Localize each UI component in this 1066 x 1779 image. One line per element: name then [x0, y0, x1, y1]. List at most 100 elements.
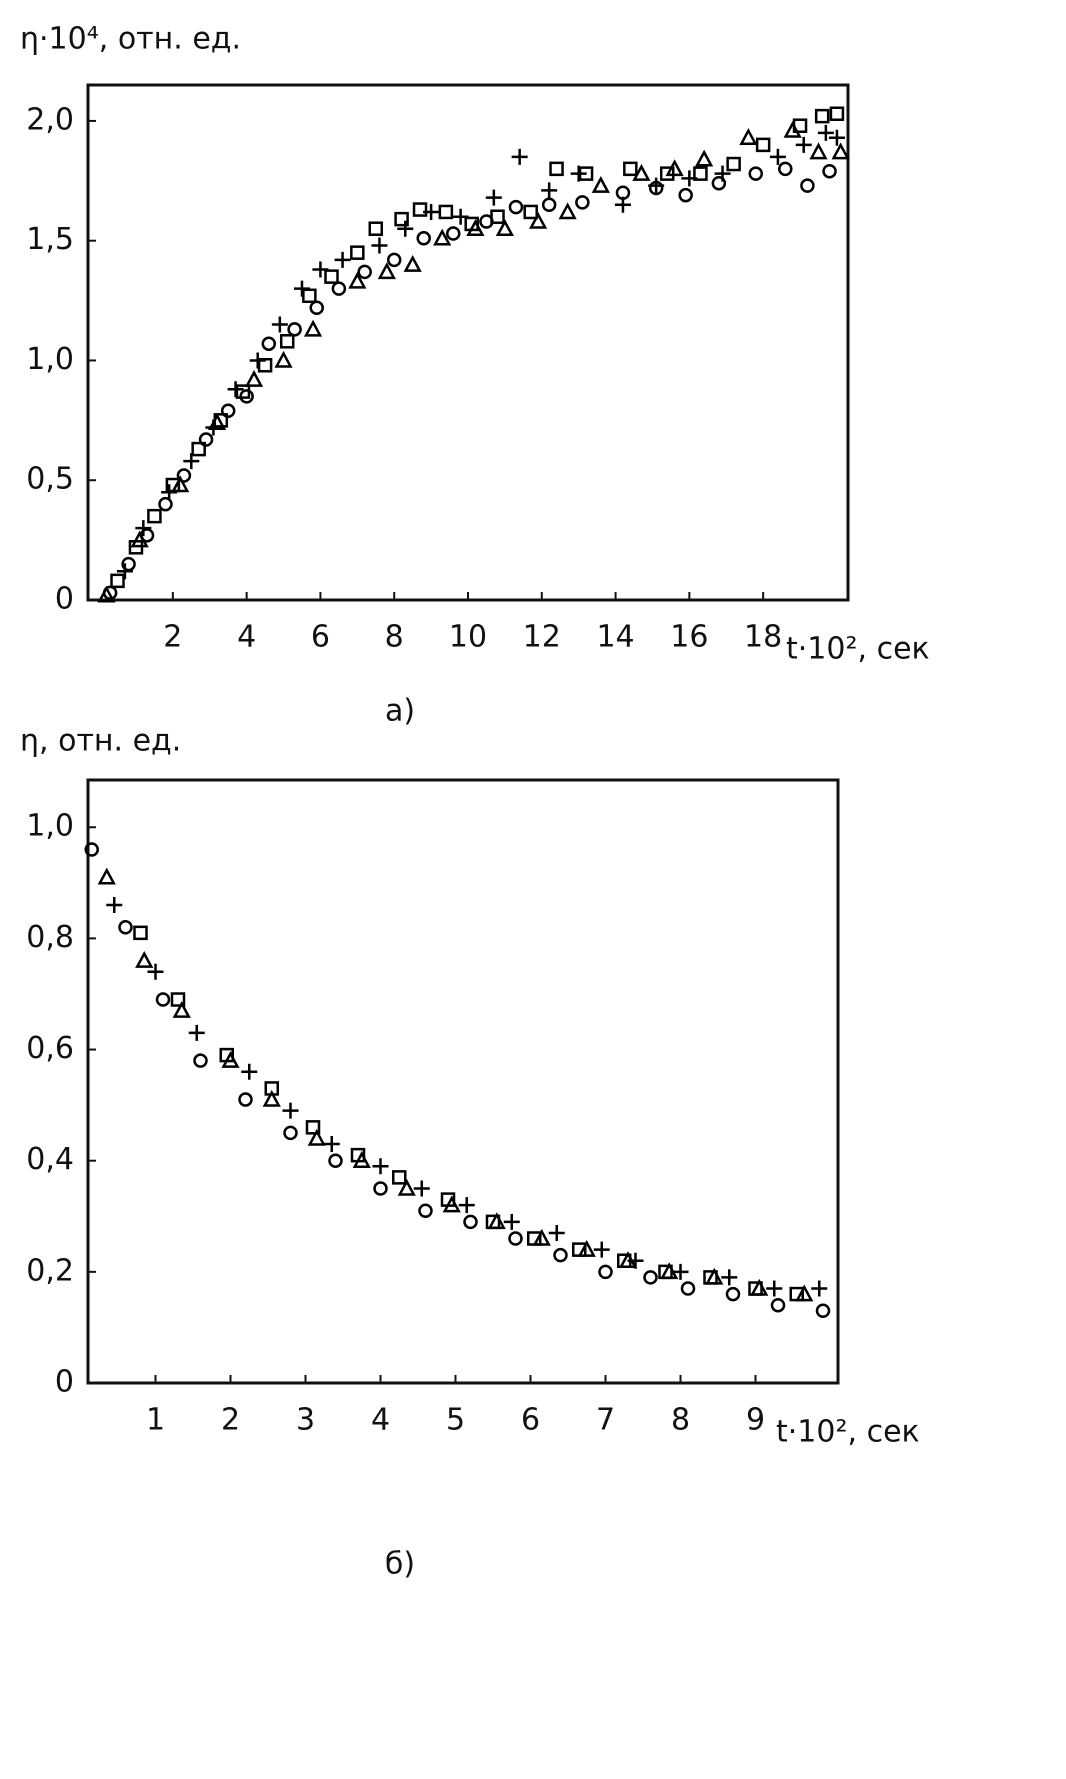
point-circle — [815, 1303, 831, 1319]
point-circle — [678, 187, 693, 203]
point-square — [412, 202, 428, 217]
point-circle — [418, 1203, 433, 1218]
x-tick-label: 5 — [446, 1403, 465, 1438]
x-tick-label: 12 — [523, 620, 561, 655]
point-triangle — [433, 228, 452, 246]
point-square — [726, 156, 741, 172]
point-triangle — [208, 413, 227, 430]
point-plus — [227, 381, 244, 398]
y-tick-label: 0,6 — [26, 1031, 74, 1066]
point-plus — [485, 189, 502, 206]
point-square — [147, 508, 162, 524]
point-square — [305, 1120, 321, 1135]
point-plus — [116, 563, 133, 580]
caption: б) — [385, 1547, 415, 1582]
y-tick-label: 0 — [55, 582, 74, 617]
point-circle — [220, 403, 236, 419]
point-plus — [371, 237, 388, 254]
point-square — [527, 1231, 542, 1246]
point-square — [394, 211, 409, 227]
x-tick-label: 16 — [670, 620, 708, 655]
point-square — [368, 221, 384, 236]
point-plus — [413, 1180, 430, 1197]
point-circle — [176, 468, 192, 483]
point-square — [350, 1147, 366, 1163]
point-plus — [593, 1241, 610, 1258]
plot-frame — [86, 778, 840, 1385]
point-circle — [331, 281, 347, 296]
y-axis-label: η·10⁴, отн. ед. — [20, 22, 241, 57]
point-triangle — [397, 1178, 416, 1196]
x-tick-label: 4 — [237, 620, 256, 655]
point-triangle — [274, 350, 293, 368]
point-triangle — [809, 142, 828, 160]
point-circle — [287, 322, 302, 337]
point-square — [133, 925, 148, 941]
x-tick-label: 14 — [596, 620, 634, 655]
point-square — [279, 334, 295, 349]
point-triangle — [795, 1284, 814, 1302]
point-square — [549, 161, 564, 177]
point-plus — [372, 1158, 389, 1175]
caption: а) — [385, 694, 415, 729]
point-circle — [193, 1053, 208, 1068]
point-circle — [800, 178, 815, 193]
point-plus — [135, 520, 152, 537]
point-triangle — [97, 585, 116, 603]
point-circle — [416, 231, 431, 246]
point-plus — [766, 1280, 783, 1297]
point-plus — [452, 208, 469, 225]
point-triangle — [532, 1228, 551, 1246]
point-circle — [553, 1247, 568, 1263]
point-square — [392, 1170, 407, 1185]
x-axis-label: t·10², сек — [776, 1415, 920, 1450]
point-square — [438, 204, 454, 220]
y-tick-label: 0,4 — [26, 1142, 74, 1177]
point-plus — [147, 963, 164, 980]
x-tick-label: 6 — [521, 1403, 540, 1438]
point-triangle — [244, 369, 264, 387]
point-triangle — [558, 202, 577, 220]
point-circle — [357, 264, 372, 280]
point-plus — [681, 170, 698, 187]
point-triangle — [739, 128, 758, 145]
point-square — [658, 1264, 673, 1280]
point-circle — [711, 175, 727, 191]
point-circle — [508, 199, 524, 215]
point-circle — [508, 1231, 523, 1246]
y-tick-label: 2,0 — [26, 102, 74, 137]
point-square — [748, 1281, 763, 1296]
point-plus — [183, 453, 200, 470]
y-tick-label: 0,8 — [26, 920, 74, 955]
point-triangle — [307, 1128, 326, 1146]
point-square — [264, 1081, 279, 1096]
point-circle — [680, 1281, 696, 1296]
point-plus — [271, 316, 288, 333]
point-circle — [725, 1286, 741, 1302]
x-tick-label: 3 — [296, 1403, 315, 1438]
point-square — [219, 1047, 234, 1063]
point-triangle — [529, 211, 548, 229]
point-circle — [283, 1125, 298, 1141]
point-plus — [570, 165, 587, 182]
point-triangle — [591, 175, 610, 193]
plot-frame — [86, 83, 850, 602]
point-circle — [770, 1297, 786, 1313]
point-triangle — [130, 530, 149, 548]
point-triangle — [466, 219, 485, 236]
point-plus — [541, 182, 558, 199]
point-triangle — [577, 1239, 596, 1257]
point-square — [829, 106, 845, 121]
point-plus — [397, 220, 414, 237]
point-circle — [309, 300, 324, 316]
point-square — [490, 209, 505, 224]
point-plus — [106, 897, 123, 914]
point-triangle — [172, 1001, 191, 1018]
point-triangle — [632, 163, 651, 181]
point-square — [623, 161, 638, 177]
point-circle — [748, 166, 764, 181]
point-circle — [598, 1264, 613, 1280]
point-circle — [373, 1181, 388, 1196]
x-tick-label: 8 — [671, 1403, 690, 1438]
point-square — [440, 1192, 456, 1207]
